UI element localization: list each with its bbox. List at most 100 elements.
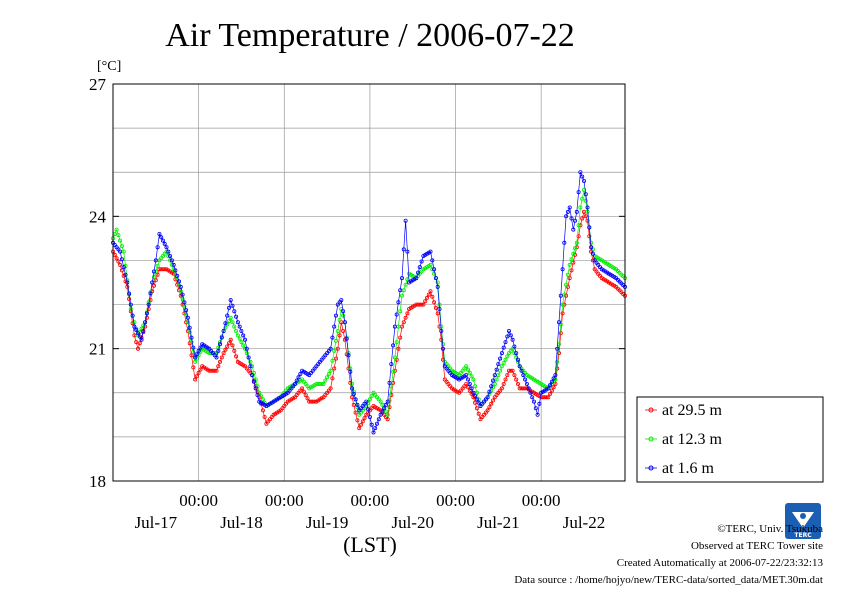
data-point xyxy=(567,276,572,281)
data-point xyxy=(585,218,590,223)
data-point xyxy=(219,335,224,340)
logo-text: TERC xyxy=(794,532,812,539)
footer-observed: Observed at TERC Tower site xyxy=(691,540,823,552)
data-point xyxy=(517,364,522,369)
data-point xyxy=(371,430,376,435)
data-point xyxy=(551,385,556,390)
data-point xyxy=(155,272,160,277)
data-point xyxy=(328,346,333,351)
data-point xyxy=(239,328,244,333)
data-point xyxy=(530,395,535,400)
data-point xyxy=(396,346,401,351)
data-point xyxy=(467,381,472,386)
y-tick-label: 18 xyxy=(89,472,106,491)
data-point xyxy=(219,355,224,360)
data-point xyxy=(416,270,421,275)
data-point xyxy=(580,196,585,201)
x-tick-time: 00:00 xyxy=(436,491,475,510)
data-point xyxy=(123,272,128,277)
data-point xyxy=(125,284,130,289)
data-point xyxy=(399,276,404,281)
data-point xyxy=(187,325,192,330)
data-point xyxy=(235,320,240,325)
data-point xyxy=(221,351,226,356)
data-point xyxy=(325,375,330,380)
legend-marker xyxy=(648,465,654,471)
data-point xyxy=(198,367,203,372)
data-point xyxy=(230,320,235,325)
data-point xyxy=(548,383,553,388)
data-point xyxy=(587,234,592,239)
series-1 xyxy=(111,187,628,417)
data-point xyxy=(146,306,151,311)
data-point xyxy=(469,386,474,391)
data-point xyxy=(344,336,349,341)
data-point xyxy=(189,340,194,345)
data-point xyxy=(533,406,538,411)
data-point xyxy=(189,353,194,358)
data-point xyxy=(555,359,560,364)
data-point xyxy=(494,367,499,372)
data-point xyxy=(439,328,444,333)
data-point xyxy=(367,414,372,419)
data-point xyxy=(544,395,549,400)
data-point xyxy=(228,337,233,342)
data-point xyxy=(335,328,340,333)
data-point xyxy=(391,369,396,374)
legend-item: at 12.3 m xyxy=(645,431,723,448)
data-point xyxy=(259,394,264,399)
data-point xyxy=(524,381,529,386)
data-point xyxy=(487,405,492,410)
data-point xyxy=(114,227,119,232)
data-point xyxy=(499,386,504,391)
terc-logo: TERC xyxy=(785,503,821,539)
data-point xyxy=(330,376,335,381)
data-point xyxy=(217,342,222,347)
data-point xyxy=(330,335,335,340)
data-point xyxy=(228,315,233,320)
data-point xyxy=(516,381,521,386)
data-point xyxy=(505,354,510,359)
data-point xyxy=(160,238,165,243)
data-point xyxy=(184,312,189,317)
y-tick-label: 21 xyxy=(89,340,106,359)
data-point xyxy=(341,313,346,318)
data-point xyxy=(321,381,326,386)
data-point xyxy=(558,293,563,298)
data-point xyxy=(551,376,556,381)
data-point xyxy=(389,362,394,367)
x-tick-date: Jul-22 xyxy=(563,513,606,532)
data-point xyxy=(151,274,156,279)
data-point xyxy=(501,360,506,365)
data-point xyxy=(428,262,433,267)
data-point xyxy=(492,373,497,378)
data-point xyxy=(353,410,358,415)
data-point xyxy=(182,304,187,309)
data-point xyxy=(576,190,581,195)
data-point xyxy=(157,231,162,236)
data-point xyxy=(433,305,438,310)
data-point xyxy=(216,364,221,369)
data-point xyxy=(182,300,187,305)
data-point xyxy=(185,320,190,325)
data-point xyxy=(565,209,570,214)
data-point xyxy=(583,192,588,197)
data-point xyxy=(514,351,519,356)
data-point xyxy=(221,328,226,333)
data-point xyxy=(232,348,237,353)
data-point xyxy=(125,280,130,285)
data-point xyxy=(574,240,579,245)
data-point xyxy=(353,397,358,402)
data-point xyxy=(355,402,360,407)
data-point xyxy=(134,340,139,345)
data-point xyxy=(560,311,565,316)
data-point xyxy=(576,234,581,239)
data-point xyxy=(369,422,374,427)
data-point xyxy=(557,320,562,325)
data-point xyxy=(555,346,560,351)
data-point xyxy=(560,302,565,307)
legend-label: at 12.3 m xyxy=(662,431,723,448)
data-point xyxy=(523,377,528,382)
chart-title: Air Temperature / 2006-07-22 xyxy=(165,17,575,54)
data-point xyxy=(144,311,149,316)
